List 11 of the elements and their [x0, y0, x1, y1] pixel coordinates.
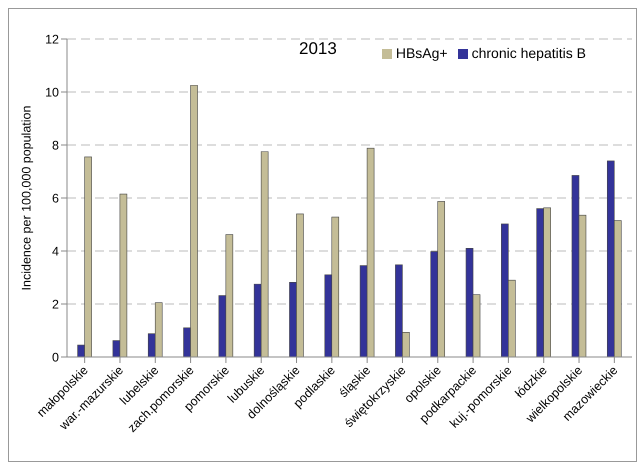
y-axis-title: Incidence per 100,000 population	[19, 106, 34, 290]
y-tick-label: 4	[52, 244, 60, 258]
chart-title: 2013	[299, 39, 337, 59]
legend-label: HBsAg+	[396, 45, 448, 61]
legend-label: chronic hepatitis B	[472, 45, 586, 61]
y-tick-label: 10	[45, 85, 60, 100]
y-tick-label: 0	[52, 350, 60, 364]
y-tick-label: 8	[52, 138, 60, 152]
y-tick-label: 12	[45, 32, 60, 46]
y-tick-label: 6	[52, 191, 60, 206]
y-tick-label: 2	[52, 297, 60, 312]
